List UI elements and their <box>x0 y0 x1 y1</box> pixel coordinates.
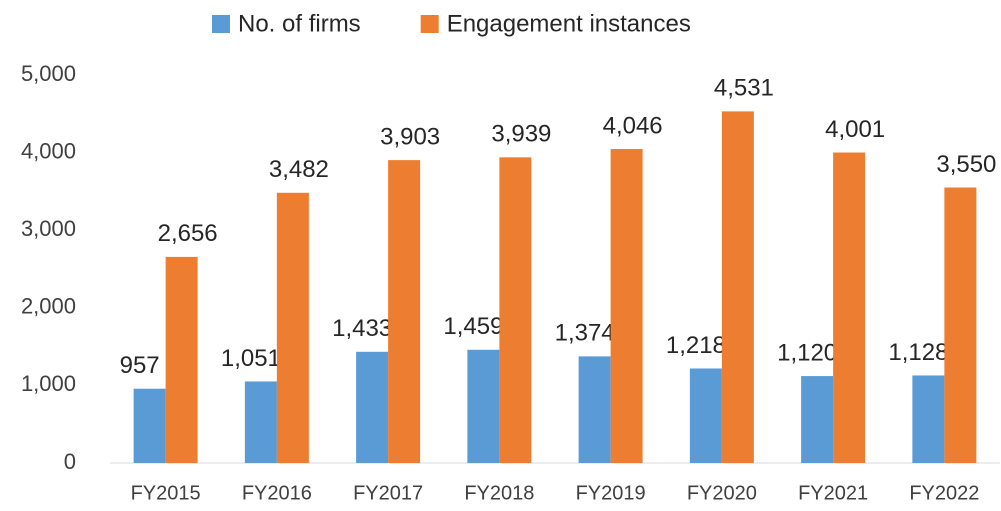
bar <box>833 152 866 463</box>
data-label: 4,531 <box>714 75 774 102</box>
legend-swatch <box>212 15 230 33</box>
x-tick-label: FY2018 <box>464 482 534 504</box>
data-label: 3,939 <box>491 121 551 148</box>
data-label: 4,001 <box>825 116 885 143</box>
data-label: 1,120 <box>777 339 837 366</box>
y-tick-label: 4,000 <box>21 138 76 163</box>
y-tick-label: 5,000 <box>21 61 76 86</box>
bar <box>356 351 389 463</box>
bar <box>276 192 309 463</box>
bar <box>499 157 532 463</box>
y-tick-label: 2,000 <box>21 294 76 319</box>
data-label: 3,482 <box>269 156 329 183</box>
x-tick-label: FY2021 <box>798 482 868 504</box>
x-tick-label: FY2015 <box>131 482 201 504</box>
x-tick-label: FY2020 <box>687 482 757 504</box>
data-label: 2,656 <box>158 220 218 247</box>
bar <box>244 381 277 463</box>
legend-label: Engagement instances <box>447 10 691 37</box>
bar <box>388 160 421 463</box>
bar <box>912 375 945 463</box>
bar <box>689 368 722 463</box>
x-tick-label: FY2017 <box>353 482 423 504</box>
data-label: 1,218 <box>666 332 726 359</box>
x-tick-label: FY2016 <box>242 482 312 504</box>
data-label: 4,046 <box>603 112 663 139</box>
data-label: 957 <box>120 352 160 379</box>
data-label: 3,903 <box>380 123 440 150</box>
data-label: 1,051 <box>221 345 281 372</box>
bar <box>721 111 754 463</box>
bar <box>133 388 166 463</box>
legend-swatch <box>420 15 439 33</box>
data-label: 3,550 <box>936 151 996 178</box>
bar <box>610 149 643 463</box>
data-label: 1,433 <box>332 315 392 342</box>
x-tick-label: FY2022 <box>909 482 979 504</box>
data-label: 1,459 <box>443 313 503 340</box>
bar <box>467 349 500 463</box>
legend-label: No. of firms <box>238 10 361 37</box>
y-tick-label: 0 <box>64 449 76 474</box>
x-tick-label: FY2019 <box>576 482 646 504</box>
bar <box>578 356 611 463</box>
data-label: 1,374 <box>555 320 615 347</box>
bar <box>165 256 198 463</box>
data-label: 1,128 <box>888 339 948 366</box>
y-tick-label: 1,000 <box>21 371 76 396</box>
y-tick-label: 3,000 <box>21 216 76 241</box>
bar <box>801 376 834 463</box>
bar <box>944 187 977 463</box>
